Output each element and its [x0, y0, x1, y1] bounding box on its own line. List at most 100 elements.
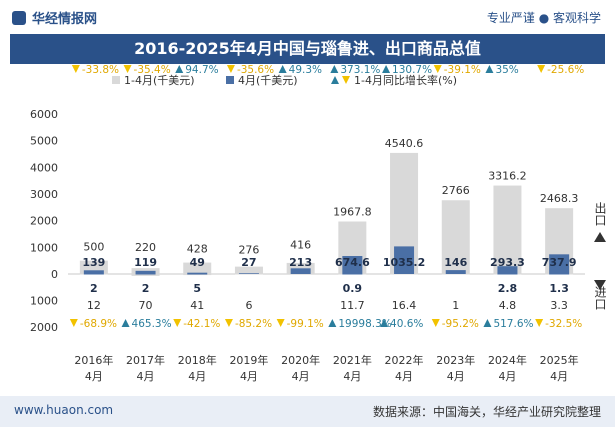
- growth-label-import: -32.5%: [545, 318, 582, 330]
- y-tick-label: 2000: [30, 321, 58, 334]
- bar-import-cumulative: [441, 274, 470, 275]
- footer-website: www.huaon.com: [14, 403, 114, 417]
- data-label-export-month: 293.3: [490, 256, 525, 269]
- x-tick-label-month: 4月: [240, 370, 258, 383]
- bar-export-cumulative: [234, 266, 263, 274]
- growth-down-triangle-icon: [276, 319, 285, 327]
- slogan: 专业严谨 ● 客观科学: [486, 11, 601, 25]
- growth-label-export: 94.7%: [185, 64, 218, 76]
- growth-down-triangle-icon: [226, 65, 235, 73]
- growth-label-export: -35.6%: [237, 64, 274, 76]
- data-label-export-cumulative: 416: [290, 238, 311, 251]
- data-label-export-month: 213: [289, 256, 312, 269]
- legend-swatch-cumulative: [112, 76, 120, 84]
- x-tick-label-month: 4月: [292, 370, 310, 383]
- top-bar: 华经情报网 专业严谨 ● 客观科学: [0, 0, 615, 34]
- chart-title: 2016-2025年4月中国与瑙鲁进、出口商品总值: [10, 34, 605, 64]
- data-label-export-month: 139: [82, 256, 105, 269]
- data-label-import-cumulative: 16.4: [392, 299, 417, 312]
- x-tick-label-month: 4月: [447, 370, 465, 383]
- data-label-import-cumulative: 12: [87, 299, 101, 312]
- side-label-import: 进口: [593, 286, 607, 310]
- y-tick-label: 1000: [30, 295, 58, 308]
- legend-swatch-month: [226, 76, 234, 84]
- data-label-export-cumulative: 4540.6: [385, 137, 424, 150]
- y-tick-label: 5000: [30, 135, 58, 148]
- x-tick-label-month: 4月: [85, 370, 103, 383]
- x-tick-label-month: 4月: [550, 370, 568, 383]
- x-tick-label-month: 4月: [498, 370, 516, 383]
- x-tick-label-year: 2018年: [178, 353, 217, 367]
- legend-down-triangle-icon: [342, 76, 350, 84]
- growth-up-triangle-icon: [328, 319, 337, 327]
- legend-label-growth: 1-4月同比增长率(%): [354, 73, 457, 87]
- growth-label-import: -85.2%: [235, 318, 272, 330]
- data-label-export-cumulative: 220: [135, 241, 156, 254]
- growth-label-import: -42.1%: [183, 318, 220, 330]
- brand: 华经情报网: [12, 8, 97, 27]
- data-label-export-cumulative: 428: [187, 243, 208, 256]
- x-tick-label-year: 2025年: [540, 353, 579, 367]
- data-label-export-month: 1035.2: [383, 256, 425, 269]
- chart-svg: 1-4月(千美元) 4月(千美元) 1-4月同比增长率(%)600050004000…: [30, 64, 607, 383]
- x-tick-label-year: 2019年: [229, 353, 268, 367]
- x-tick-label-year: 2021年: [333, 353, 372, 367]
- growth-label-import: 465.3%: [132, 318, 172, 330]
- growth-up-triangle-icon: [483, 319, 492, 327]
- bar-import-month: [549, 274, 570, 275]
- y-tick-label: 1000: [30, 241, 58, 254]
- data-label-import-month: 0.9: [343, 282, 363, 295]
- bar-export-cumulative: [183, 262, 212, 274]
- bar-export-month: [83, 270, 104, 274]
- bar-export-month: [342, 256, 363, 274]
- growth-down-triangle-icon: [431, 319, 440, 327]
- x-tick-label-year: 2022年: [385, 353, 424, 367]
- footer: www.huaon.com 数据来源：中国海关，华经产业研究院整理: [0, 396, 615, 427]
- data-label-import-cumulative: 3.3: [550, 299, 568, 312]
- footer-source: 数据来源：中国海关，华经产业研究院整理: [372, 405, 601, 419]
- y-tick-label: 0: [51, 268, 58, 281]
- data-label-export-month: 119: [134, 256, 157, 269]
- bar-import-month: [497, 274, 518, 275]
- x-tick-label-year: 2020年: [281, 353, 320, 367]
- growth-label-import: -99.1%: [287, 318, 324, 330]
- side-down-arrow-icon: [594, 280, 606, 290]
- data-label-import-month: 2: [142, 282, 150, 295]
- growth-down-triangle-icon: [537, 65, 546, 73]
- bar-export-month: [445, 270, 466, 274]
- data-label-import-month: 2.8: [498, 282, 518, 295]
- data-label-export-month: 737.9: [542, 256, 577, 269]
- y-tick-label: 4000: [30, 161, 58, 174]
- growth-down-triangle-icon: [224, 319, 233, 327]
- data-label-export-month: 674.6: [335, 256, 370, 269]
- bar-import-cumulative: [131, 274, 160, 276]
- growth-label-import: 19998.3%: [338, 318, 391, 330]
- bar-export-cumulative: [493, 185, 522, 274]
- chart-area: 1-4月(千美元) 4月(千美元) 1-4月同比增长率(%) 6000 5000 4000…: [0, 64, 615, 394]
- bar-export-month: [290, 268, 311, 274]
- growth-down-triangle-icon: [69, 319, 78, 327]
- growth-up-triangle-icon: [330, 65, 339, 73]
- bar-import-month: [135, 274, 156, 275]
- bar-import-cumulative: [183, 274, 212, 276]
- growth-down-triangle-icon: [433, 65, 442, 73]
- bar-import-cumulative: [234, 274, 263, 275]
- growth-label-export: -35.4%: [134, 64, 171, 76]
- data-label-export-month: 27: [241, 256, 256, 269]
- data-label-import-month: 2: [90, 282, 98, 295]
- growth-label-import: -68.9%: [80, 318, 117, 330]
- data-label-export-cumulative: 1967.8: [333, 206, 372, 219]
- x-tick-label-month: 4月: [137, 370, 155, 383]
- bar-export-month: [394, 246, 415, 274]
- data-label-import-cumulative: 1: [452, 299, 459, 312]
- x-tick-label-year: 2023年: [436, 353, 475, 367]
- growth-up-triangle-icon: [278, 65, 287, 73]
- x-tick-label-month: 4月: [188, 370, 206, 383]
- bar-export-month: [187, 272, 208, 274]
- data-label-import-cumulative: 6: [245, 299, 252, 312]
- data-label-import-cumulative: 70: [139, 299, 153, 312]
- growth-up-triangle-icon: [485, 65, 494, 73]
- y-tick-label: 6000: [30, 108, 58, 121]
- bar-export-month: [549, 254, 570, 274]
- growth-down-triangle-icon: [173, 319, 182, 327]
